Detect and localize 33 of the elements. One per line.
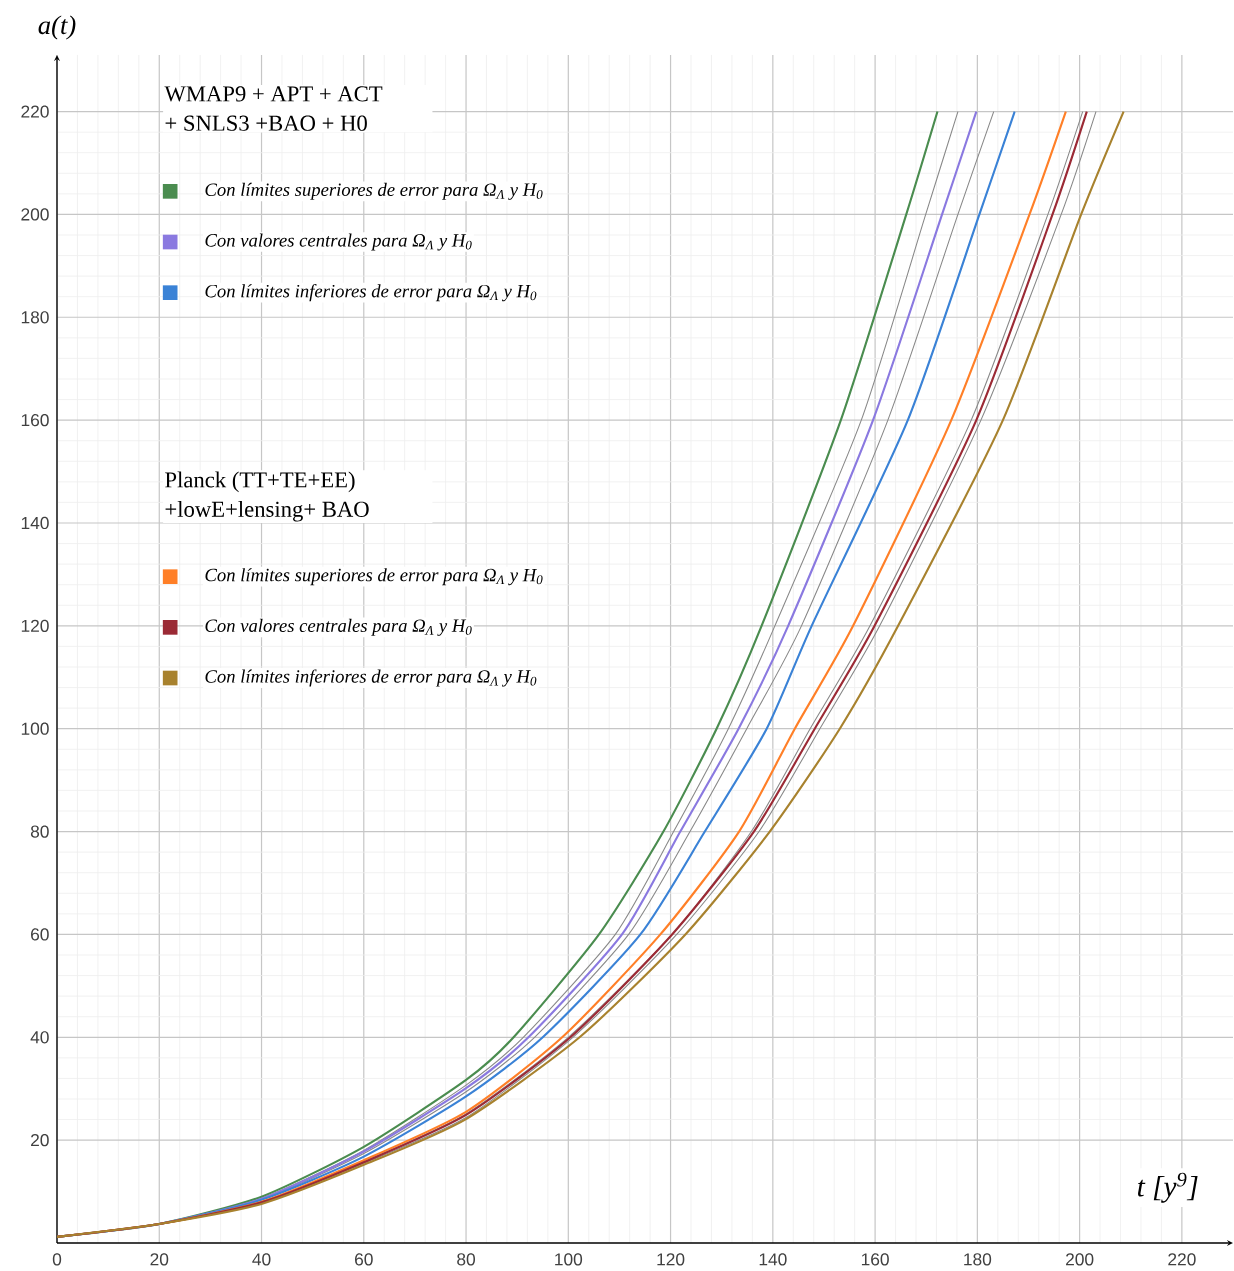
x-tick-label: 220 <box>1168 1253 1196 1266</box>
x-tick-label: 160 <box>862 1253 890 1266</box>
legend-label: Con valores centrales para Ω$_{Λ}$ y H$_{0}$ <box>205 618 472 636</box>
x-tick-label: 20 <box>150 1253 169 1266</box>
x-tick-label: 80 <box>457 1253 476 1266</box>
y-tick-label: 100 <box>22 722 49 735</box>
legend-label: Con límites inferiores de error para Ω$_{Λ}$ y H$_{0}$ <box>205 669 537 687</box>
y-tick-label: 40 <box>30 1031 49 1044</box>
x-tick-label: 60 <box>355 1253 373 1266</box>
y-axis-title: a(t) <box>38 15 76 40</box>
x-tick-label: 120 <box>657 1253 685 1266</box>
y-tick-label: 160 <box>22 413 49 427</box>
annotation: WMAP9 + APT + ACT + SNLS3 +BAO + H0 <box>164 86 383 131</box>
legend-label: Con valores centrales para Ω$_{Λ}$ y H$_{0}$ <box>205 233 472 251</box>
x-tick-label: 200 <box>1066 1253 1094 1266</box>
x-axis-title: t [y$^{9}$] <box>1138 1172 1198 1203</box>
y-tick-label: 180 <box>22 311 49 324</box>
x-tick-label: 100 <box>555 1253 583 1266</box>
y-tick-label: 200 <box>21 208 49 221</box>
x-tick-label: 40 <box>252 1253 271 1266</box>
y-tick-label: 60 <box>31 928 49 941</box>
annotation: Planck (TT+TE+EE) +lowE+lensing+ BAO <box>165 471 369 522</box>
y-tick-label: 140 <box>22 516 49 530</box>
y-tick-label: 80 <box>31 825 49 838</box>
x-tick-label: 140 <box>759 1253 787 1266</box>
y-tick-label: 20 <box>31 1134 49 1147</box>
x-tick-label: 0 <box>53 1253 62 1266</box>
y-tick-label: 120 <box>22 619 49 632</box>
x-tick-label: 180 <box>964 1253 992 1266</box>
y-tick-label: 220 <box>21 105 49 118</box>
legend-label: Con límites inferiores de error para Ω$_{Λ}$ y H$_{0}$ <box>205 284 537 302</box>
legend-label: Con límites superiores de error para Ω$_{Λ}$ y H$_{0}$ <box>205 182 543 200</box>
legend-label: Con límites superiores de error para Ω$_{Λ}$ y H$_{0}$ <box>205 568 543 586</box>
